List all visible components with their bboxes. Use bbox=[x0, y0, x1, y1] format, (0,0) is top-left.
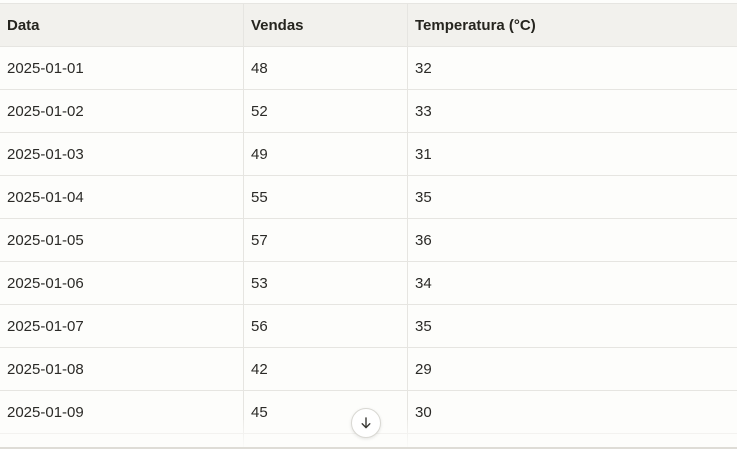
table-header-row: Data Vendas Temperatura (°C) bbox=[0, 3, 737, 47]
cell-vendas: 55 bbox=[243, 175, 408, 219]
bottom-divider bbox=[0, 447, 737, 449]
cell-vendas: 49 bbox=[243, 132, 408, 176]
table-row: 2025-01-03 49 31 bbox=[0, 132, 737, 176]
cell-data: 2025-01-04 bbox=[0, 175, 244, 219]
cell-data: 2025-01-05 bbox=[0, 218, 244, 262]
table-row: 2025-01-08 42 29 bbox=[0, 347, 737, 391]
cell-temperatura: 35 bbox=[407, 175, 737, 219]
column-header-temperatura: Temperatura (°C) bbox=[407, 3, 737, 47]
table-row: 2025-01-06 53 34 bbox=[0, 261, 737, 305]
cell-vendas: 53 bbox=[243, 261, 408, 305]
cell-data: 2025-01-02 bbox=[0, 89, 244, 133]
cell-vendas: 48 bbox=[243, 46, 408, 90]
scroll-to-bottom-button[interactable] bbox=[351, 408, 381, 438]
cell-temperatura: 33 bbox=[407, 89, 737, 133]
cell-temperatura: 31 bbox=[407, 132, 737, 176]
cell-temperatura: 36 bbox=[407, 218, 737, 262]
cell-data: 2025-01-06 bbox=[0, 261, 244, 305]
cell-data: 2025-01-03 bbox=[0, 132, 244, 176]
table-row: 2025-01-05 57 36 bbox=[0, 218, 737, 262]
cell-temperatura: 29 bbox=[407, 347, 737, 391]
table-row: 2025-01-04 55 35 bbox=[0, 175, 737, 219]
table-row: 2025-01-02 52 33 bbox=[0, 89, 737, 133]
column-header-data: Data bbox=[0, 3, 244, 47]
cell-data: 2025-01-01 bbox=[0, 46, 244, 90]
cell-temperatura: 30 bbox=[407, 390, 737, 434]
cell-data: 2025-01-07 bbox=[0, 304, 244, 348]
data-table: Data Vendas Temperatura (°C) 2025-01-01 … bbox=[0, 3, 737, 449]
cell-data: 2025-01-09 bbox=[0, 390, 244, 434]
cell-vendas: 42 bbox=[243, 347, 408, 391]
cell-data: 2025-01-08 bbox=[0, 347, 244, 391]
cell-temperatura: 34 bbox=[407, 261, 737, 305]
cell-vendas: 45 bbox=[243, 390, 408, 434]
cell-vendas: 57 bbox=[243, 218, 408, 262]
cell-temperatura: 35 bbox=[407, 304, 737, 348]
table-row: 2025-01-07 56 35 bbox=[0, 304, 737, 348]
column-header-vendas: Vendas bbox=[243, 3, 408, 47]
cell-vendas: 56 bbox=[243, 304, 408, 348]
cell-vendas: 52 bbox=[243, 89, 408, 133]
cell-temperatura: 32 bbox=[407, 46, 737, 90]
arrow-down-icon bbox=[359, 416, 373, 430]
table-row: 2025-01-01 48 32 bbox=[0, 46, 737, 90]
